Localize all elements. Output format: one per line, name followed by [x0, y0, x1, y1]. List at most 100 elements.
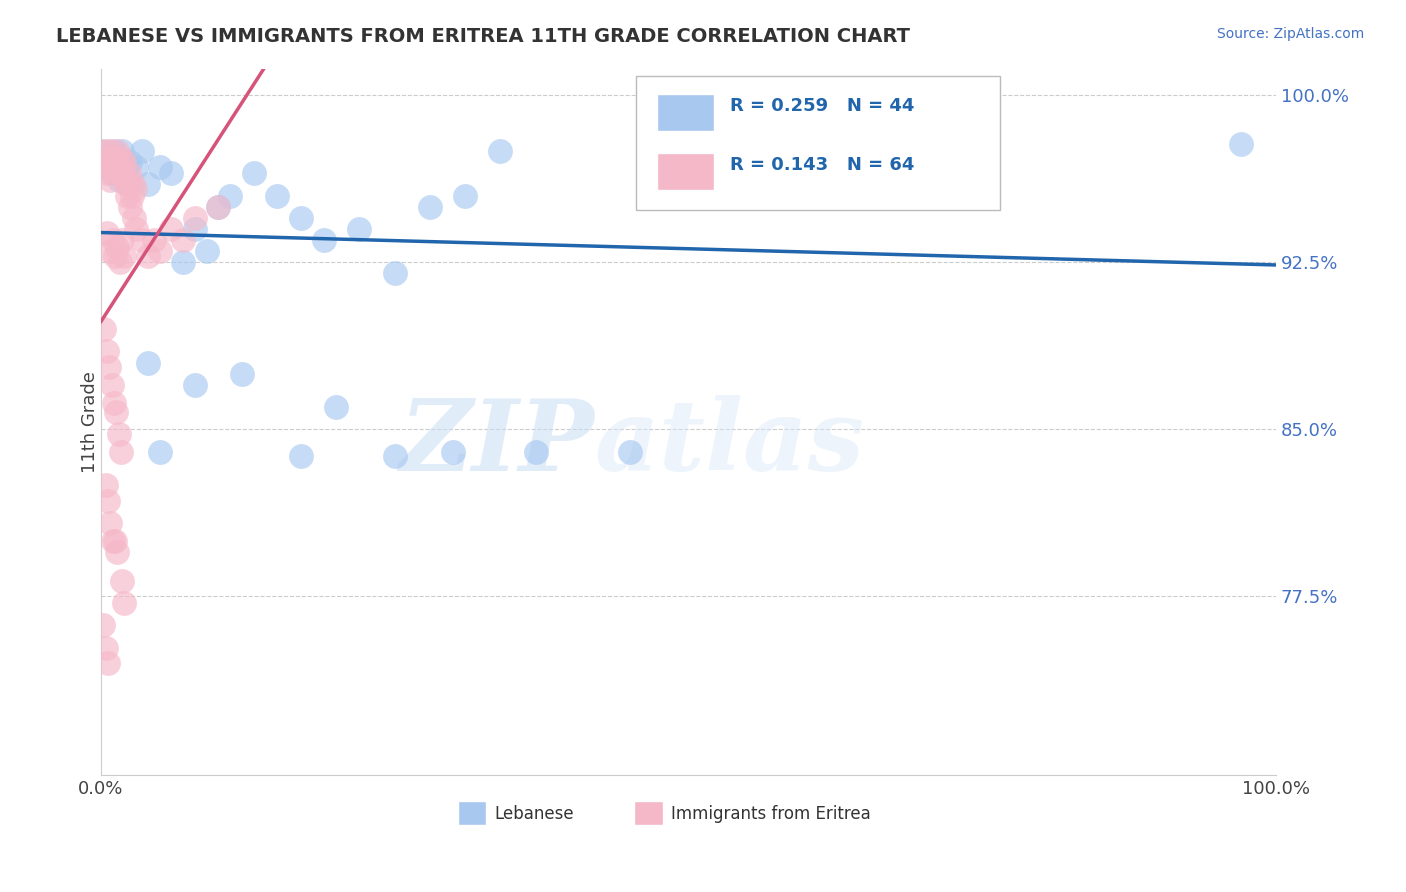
Text: LEBANESE VS IMMIGRANTS FROM ERITREA 11TH GRADE CORRELATION CHART: LEBANESE VS IMMIGRANTS FROM ERITREA 11TH…: [56, 27, 910, 45]
Point: [149, 244, 172, 259]
Point: [107, 545, 129, 559]
Point: [122, 211, 145, 225]
Point: [112, 166, 135, 180]
Point: [110, 444, 132, 458]
Point: [115, 188, 138, 202]
Point: [114, 249, 136, 263]
Point: [100, 160, 122, 174]
FancyBboxPatch shape: [458, 801, 486, 825]
Point: [121, 188, 143, 202]
Point: [160, 166, 183, 180]
Point: [136, 249, 159, 263]
Point: [125, 160, 148, 174]
Point: [290, 211, 312, 225]
Point: [108, 166, 131, 180]
Point: [131, 144, 153, 158]
Point: [117, 178, 139, 192]
Point: [184, 222, 207, 236]
Point: [172, 255, 194, 269]
Point: [105, 160, 128, 174]
Y-axis label: 11th Grade: 11th Grade: [82, 371, 98, 473]
Point: [121, 178, 143, 192]
Text: Lebanese: Lebanese: [495, 805, 574, 822]
Point: [325, 400, 347, 414]
Point: [124, 182, 146, 196]
Point: [114, 178, 136, 192]
Point: [136, 355, 159, 369]
Point: [101, 155, 124, 169]
Point: [108, 255, 131, 269]
Point: [101, 233, 124, 247]
Point: [93, 160, 115, 174]
Text: R = 0.143   N = 64: R = 0.143 N = 64: [730, 156, 914, 174]
Point: [266, 188, 288, 202]
Point: [103, 395, 125, 409]
Point: [101, 533, 124, 548]
Point: [100, 166, 122, 180]
Point: [96, 160, 118, 174]
Text: Immigrants from Eritrea: Immigrants from Eritrea: [671, 805, 870, 822]
Point: [384, 267, 406, 281]
Point: [114, 155, 136, 169]
Point: [100, 377, 122, 392]
Point: [107, 426, 129, 441]
Point: [105, 404, 128, 418]
Point: [314, 233, 336, 247]
Point: [96, 344, 118, 359]
Point: [96, 166, 118, 180]
Point: [149, 444, 172, 458]
Text: R = 0.259   N = 44: R = 0.259 N = 44: [730, 97, 914, 115]
Point: [290, 449, 312, 463]
Point: [111, 160, 134, 174]
Point: [115, 160, 138, 174]
Point: [103, 144, 125, 158]
Point: [91, 151, 114, 165]
Point: [207, 200, 229, 214]
Point: [98, 359, 121, 374]
Point: [454, 188, 477, 202]
Text: atlas: atlas: [595, 394, 865, 491]
Point: [735, 144, 758, 158]
Point: [149, 160, 172, 174]
Point: [107, 240, 129, 254]
Point: [142, 233, 165, 247]
Point: [207, 200, 229, 214]
Point: [384, 449, 406, 463]
Point: [110, 151, 132, 165]
Point: [90, 144, 112, 158]
Point: [97, 155, 120, 169]
Point: [94, 478, 117, 492]
Point: [160, 222, 183, 236]
Point: [103, 166, 125, 180]
Point: [111, 233, 134, 247]
Point: [104, 533, 127, 548]
Point: [118, 166, 141, 180]
Point: [107, 155, 129, 169]
Point: [98, 151, 121, 165]
Point: [489, 144, 512, 158]
Point: [107, 173, 129, 187]
Point: [184, 211, 207, 225]
Point: [195, 244, 218, 259]
FancyBboxPatch shape: [636, 76, 1000, 210]
Point: [107, 144, 129, 158]
FancyBboxPatch shape: [657, 153, 714, 190]
Point: [1229, 137, 1251, 152]
Text: Source: ZipAtlas.com: Source: ZipAtlas.com: [1216, 27, 1364, 41]
Point: [111, 574, 134, 588]
Point: [104, 249, 127, 263]
Point: [619, 444, 641, 458]
Point: [105, 155, 128, 169]
Point: [93, 155, 115, 169]
Point: [219, 188, 242, 202]
Point: [97, 657, 120, 671]
Point: [794, 137, 817, 152]
Point: [98, 144, 121, 158]
Point: [111, 144, 134, 158]
Point: [96, 227, 118, 241]
Point: [172, 233, 194, 247]
Point: [131, 233, 153, 247]
Point: [231, 367, 253, 381]
Point: [125, 222, 148, 236]
Point: [98, 516, 121, 530]
